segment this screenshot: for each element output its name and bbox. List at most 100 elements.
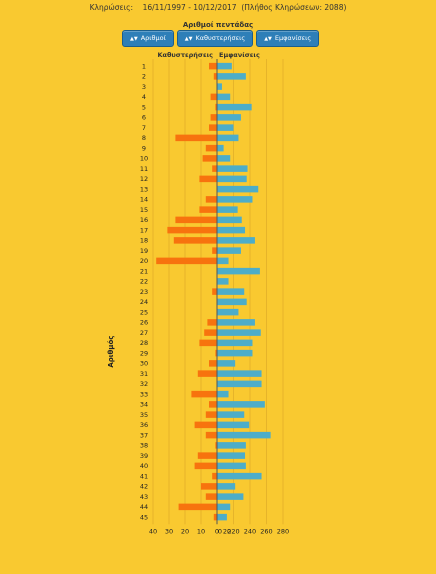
sort-by-delays-button[interactable]: ▲▼ Καθυστερήσεις xyxy=(176,30,254,47)
appearance-bar xyxy=(217,93,231,101)
delay-bar xyxy=(210,93,217,101)
delay-bar xyxy=(199,206,217,213)
x-tick-label: 30 xyxy=(165,527,173,535)
appearance-bar xyxy=(217,370,262,377)
category-label: 25 xyxy=(140,308,148,316)
sort-by-delays-label: Καθυστερήσεις xyxy=(195,34,246,42)
appearance-bar xyxy=(217,134,239,142)
appearance-bar xyxy=(217,144,224,152)
x-tick-label: 240 xyxy=(244,527,256,535)
appearance-bar xyxy=(217,237,255,244)
appearance-bar xyxy=(217,124,234,131)
sort-by-number-button[interactable]: ▲▼ Αριθμοί xyxy=(122,30,174,47)
category-label: 14 xyxy=(140,196,148,204)
category-label: 8 xyxy=(142,134,146,142)
appearance-bar xyxy=(217,73,246,80)
appearance-bar xyxy=(217,185,259,193)
category-label: 32 xyxy=(140,380,148,388)
category-label: 38 xyxy=(140,442,148,450)
appearance-bar xyxy=(217,247,241,254)
x-tick-label: 20 xyxy=(181,527,189,535)
appearance-bar xyxy=(217,442,246,449)
appearance-bar xyxy=(217,267,260,275)
delay-bar xyxy=(215,349,217,357)
delay-bar xyxy=(212,165,217,172)
appearance-bar xyxy=(217,62,232,70)
appearance-bar xyxy=(217,319,255,326)
appearance-bar xyxy=(217,472,262,480)
date-range: 16/11/1997 - 10/12/2017 xyxy=(142,3,237,12)
appearance-bar xyxy=(217,175,247,183)
delay-bar xyxy=(213,513,217,521)
delay-bar xyxy=(212,247,217,254)
appearance-bar xyxy=(217,165,248,172)
appearance-bar xyxy=(217,431,271,439)
delay-bar xyxy=(205,431,217,439)
appearance-bar xyxy=(217,390,229,398)
appearance-bar xyxy=(217,349,253,357)
sort-by-number-label: Αριθμοί xyxy=(140,34,166,42)
appearance-bar xyxy=(217,216,242,224)
category-label: 12 xyxy=(140,175,148,183)
category-label: 15 xyxy=(140,206,148,214)
category-label: 29 xyxy=(140,349,148,357)
delay-bar xyxy=(197,452,217,459)
category-label: 9 xyxy=(142,144,146,152)
sort-icon: ▲▼ xyxy=(130,36,138,42)
category-label: 16 xyxy=(140,216,148,224)
delay-bar xyxy=(199,339,217,347)
category-label: 4 xyxy=(142,93,146,101)
appearance-bar xyxy=(217,513,227,521)
category-label: 31 xyxy=(140,370,148,378)
category-label: 18 xyxy=(140,237,148,245)
appearance-bar xyxy=(217,226,246,234)
sort-by-appearances-button[interactable]: ▲▼ Εμφανίσεις xyxy=(256,30,320,47)
appearance-bar xyxy=(217,103,252,111)
x-tick-label: 220 xyxy=(227,527,239,535)
delay-bar xyxy=(173,237,217,244)
category-label: 21 xyxy=(140,267,148,275)
category-label: 22 xyxy=(140,278,148,286)
category-label: 28 xyxy=(140,339,148,347)
category-label: 11 xyxy=(140,165,148,173)
category-label: 19 xyxy=(140,247,148,255)
category-label: 40 xyxy=(140,462,148,470)
appearance-bar xyxy=(217,503,231,511)
delay-bar xyxy=(215,103,217,111)
sort-icon: ▲▼ xyxy=(264,36,272,42)
delay-bar xyxy=(215,442,217,449)
category-label: 30 xyxy=(140,360,148,368)
draws-label: Κληρώσεις: xyxy=(89,3,134,12)
delay-bar xyxy=(199,175,217,183)
delay-bar xyxy=(213,73,217,80)
delay-bar xyxy=(178,503,217,511)
delay-bar xyxy=(205,493,217,500)
category-label: 5 xyxy=(142,103,146,111)
appearance-bar xyxy=(217,288,245,295)
delay-bar xyxy=(175,134,217,142)
category-label: 2 xyxy=(142,73,146,81)
delay-bar xyxy=(209,401,217,408)
chart-title: Αριθμοί πεντάδας xyxy=(182,21,254,29)
delay-bar xyxy=(191,390,217,398)
delay-bar xyxy=(212,288,217,295)
appearance-bar xyxy=(217,380,262,388)
appearance-bar xyxy=(217,483,236,490)
sort-button-group: ▲▼ Αριθμοί ▲▼ Καθυστερήσεις ▲▼ Εμφανίσεις xyxy=(122,30,320,47)
appearance-bar xyxy=(217,83,222,90)
category-label: 43 xyxy=(140,493,148,501)
x-tick-label: 40 xyxy=(149,527,157,535)
category-label: 34 xyxy=(140,401,148,409)
delay-bar xyxy=(194,421,217,429)
delay-bar xyxy=(167,226,217,234)
delay-bar xyxy=(209,360,217,367)
delay-bar xyxy=(207,319,217,326)
delay-bar xyxy=(205,144,217,152)
category-label: 23 xyxy=(140,288,148,296)
delay-bar xyxy=(201,483,217,490)
sort-by-appearances-label: Εμφανίσεις xyxy=(274,34,312,42)
x-tick-label: 280 xyxy=(277,527,289,535)
category-label: 41 xyxy=(140,472,148,480)
sort-icon: ▲▼ xyxy=(184,36,193,42)
category-label: 26 xyxy=(140,319,148,327)
